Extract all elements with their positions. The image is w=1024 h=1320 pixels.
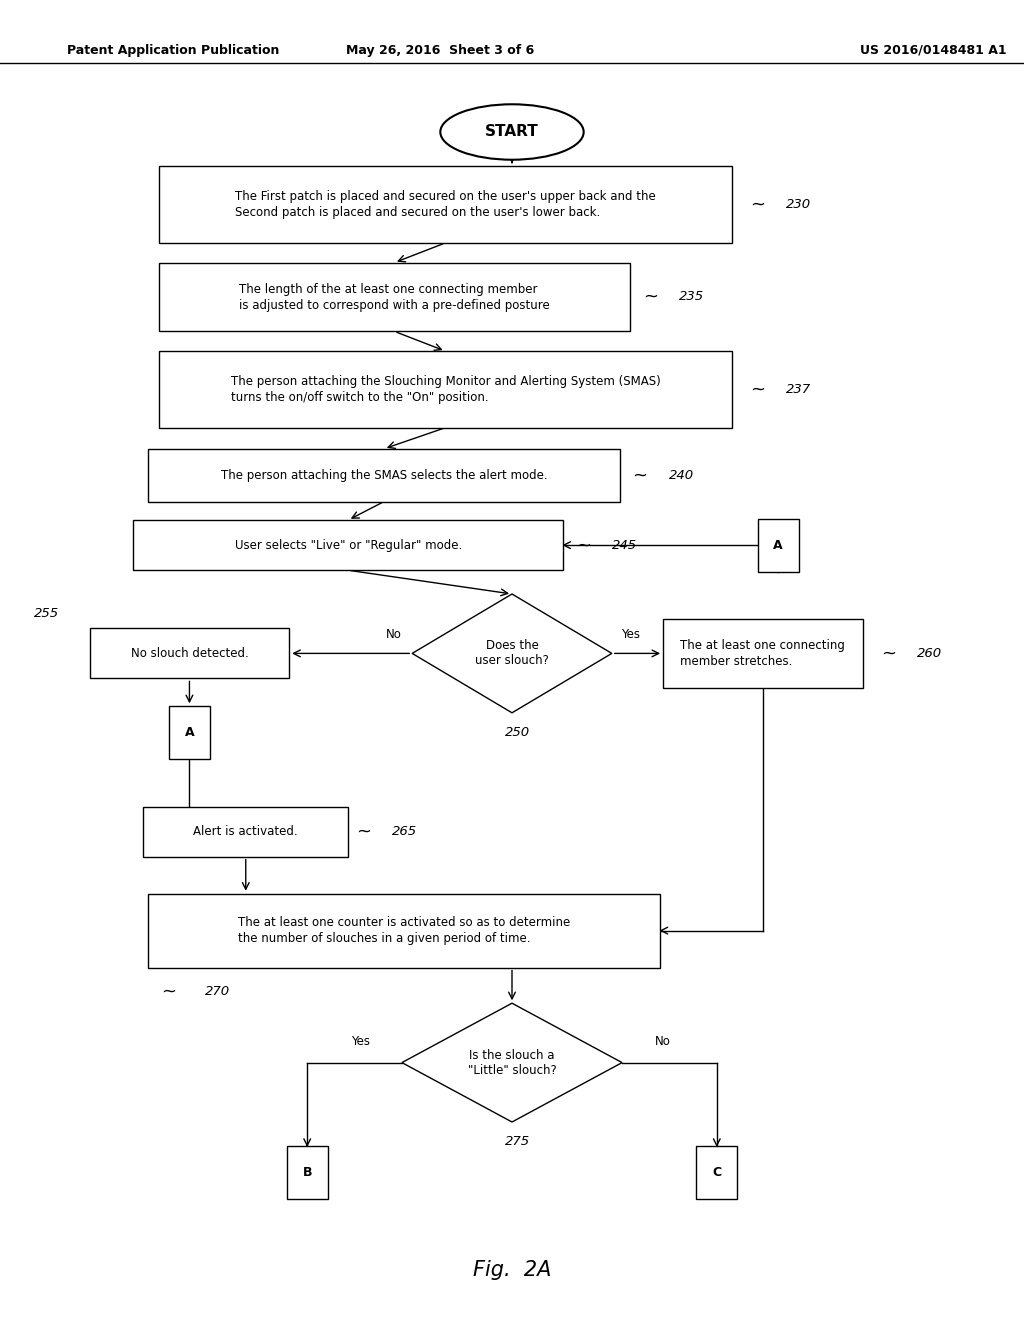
Text: The length of the at least one connecting member
is adjusted to correspond with : The length of the at least one connectin… — [239, 282, 550, 312]
Text: A: A — [184, 726, 195, 739]
FancyBboxPatch shape — [159, 166, 732, 243]
Text: A: A — [773, 539, 783, 552]
FancyBboxPatch shape — [148, 894, 660, 968]
Text: 270: 270 — [205, 985, 230, 998]
Text: 240: 240 — [669, 469, 694, 482]
FancyBboxPatch shape — [696, 1146, 737, 1199]
Text: Patent Application Publication: Patent Application Publication — [67, 44, 279, 57]
FancyBboxPatch shape — [287, 1146, 328, 1199]
Polygon shape — [412, 594, 612, 713]
Text: 245: 245 — [612, 539, 638, 552]
Text: US 2016/0148481 A1: US 2016/0148481 A1 — [860, 44, 1007, 57]
Text: 255: 255 — [34, 607, 58, 620]
FancyBboxPatch shape — [143, 807, 348, 857]
Text: User selects "Live" or "Regular" mode.: User selects "Live" or "Regular" mode. — [234, 539, 462, 552]
Text: 230: 230 — [786, 198, 812, 211]
Text: 235: 235 — [679, 290, 705, 304]
FancyBboxPatch shape — [169, 706, 210, 759]
Text: ~: ~ — [162, 982, 176, 1001]
Text: Yes: Yes — [621, 628, 640, 642]
Text: The at least one connecting
member stretches.: The at least one connecting member stret… — [680, 639, 846, 668]
Polygon shape — [401, 1003, 623, 1122]
Text: ~: ~ — [356, 822, 371, 841]
Text: ~: ~ — [881, 644, 896, 663]
Text: Alert is activated.: Alert is activated. — [194, 825, 298, 838]
FancyBboxPatch shape — [159, 263, 630, 331]
FancyBboxPatch shape — [90, 628, 289, 678]
Text: 250: 250 — [505, 726, 529, 739]
Text: Fig.  2A: Fig. 2A — [473, 1259, 551, 1280]
Text: 265: 265 — [392, 825, 418, 838]
FancyBboxPatch shape — [159, 351, 732, 428]
Text: 260: 260 — [918, 647, 942, 660]
Text: Does the
user slouch?: Does the user slouch? — [475, 639, 549, 668]
Text: ~: ~ — [633, 466, 647, 484]
Text: START: START — [485, 124, 539, 140]
Text: ~: ~ — [751, 195, 765, 214]
Text: B: B — [302, 1166, 312, 1179]
Text: No: No — [655, 1035, 671, 1048]
FancyBboxPatch shape — [148, 449, 620, 502]
Text: No slouch detected.: No slouch detected. — [131, 647, 248, 660]
Text: Is the slouch a
"Little" slouch?: Is the slouch a "Little" slouch? — [468, 1048, 556, 1077]
Text: 237: 237 — [786, 383, 812, 396]
Text: Yes: Yes — [351, 1035, 371, 1048]
Text: ~: ~ — [751, 380, 765, 399]
Text: The First patch is placed and secured on the user's upper back and the
Second pa: The First patch is placed and secured on… — [236, 190, 655, 219]
Text: ~: ~ — [577, 536, 591, 554]
Text: May 26, 2016  Sheet 3 of 6: May 26, 2016 Sheet 3 of 6 — [346, 44, 535, 57]
Text: The at least one counter is activated so as to determine
the number of slouches : The at least one counter is activated so… — [239, 916, 570, 945]
Text: The person attaching the Slouching Monitor and Alerting System (SMAS)
turns the : The person attaching the Slouching Monit… — [230, 375, 660, 404]
Text: ~: ~ — [643, 288, 657, 306]
Text: 275: 275 — [505, 1135, 529, 1148]
FancyBboxPatch shape — [133, 520, 563, 570]
Text: No: No — [386, 628, 401, 642]
Text: C: C — [713, 1166, 721, 1179]
Text: The person attaching the SMAS selects the alert mode.: The person attaching the SMAS selects th… — [221, 469, 547, 482]
FancyBboxPatch shape — [758, 519, 799, 572]
FancyBboxPatch shape — [664, 619, 862, 688]
Ellipse shape — [440, 104, 584, 160]
